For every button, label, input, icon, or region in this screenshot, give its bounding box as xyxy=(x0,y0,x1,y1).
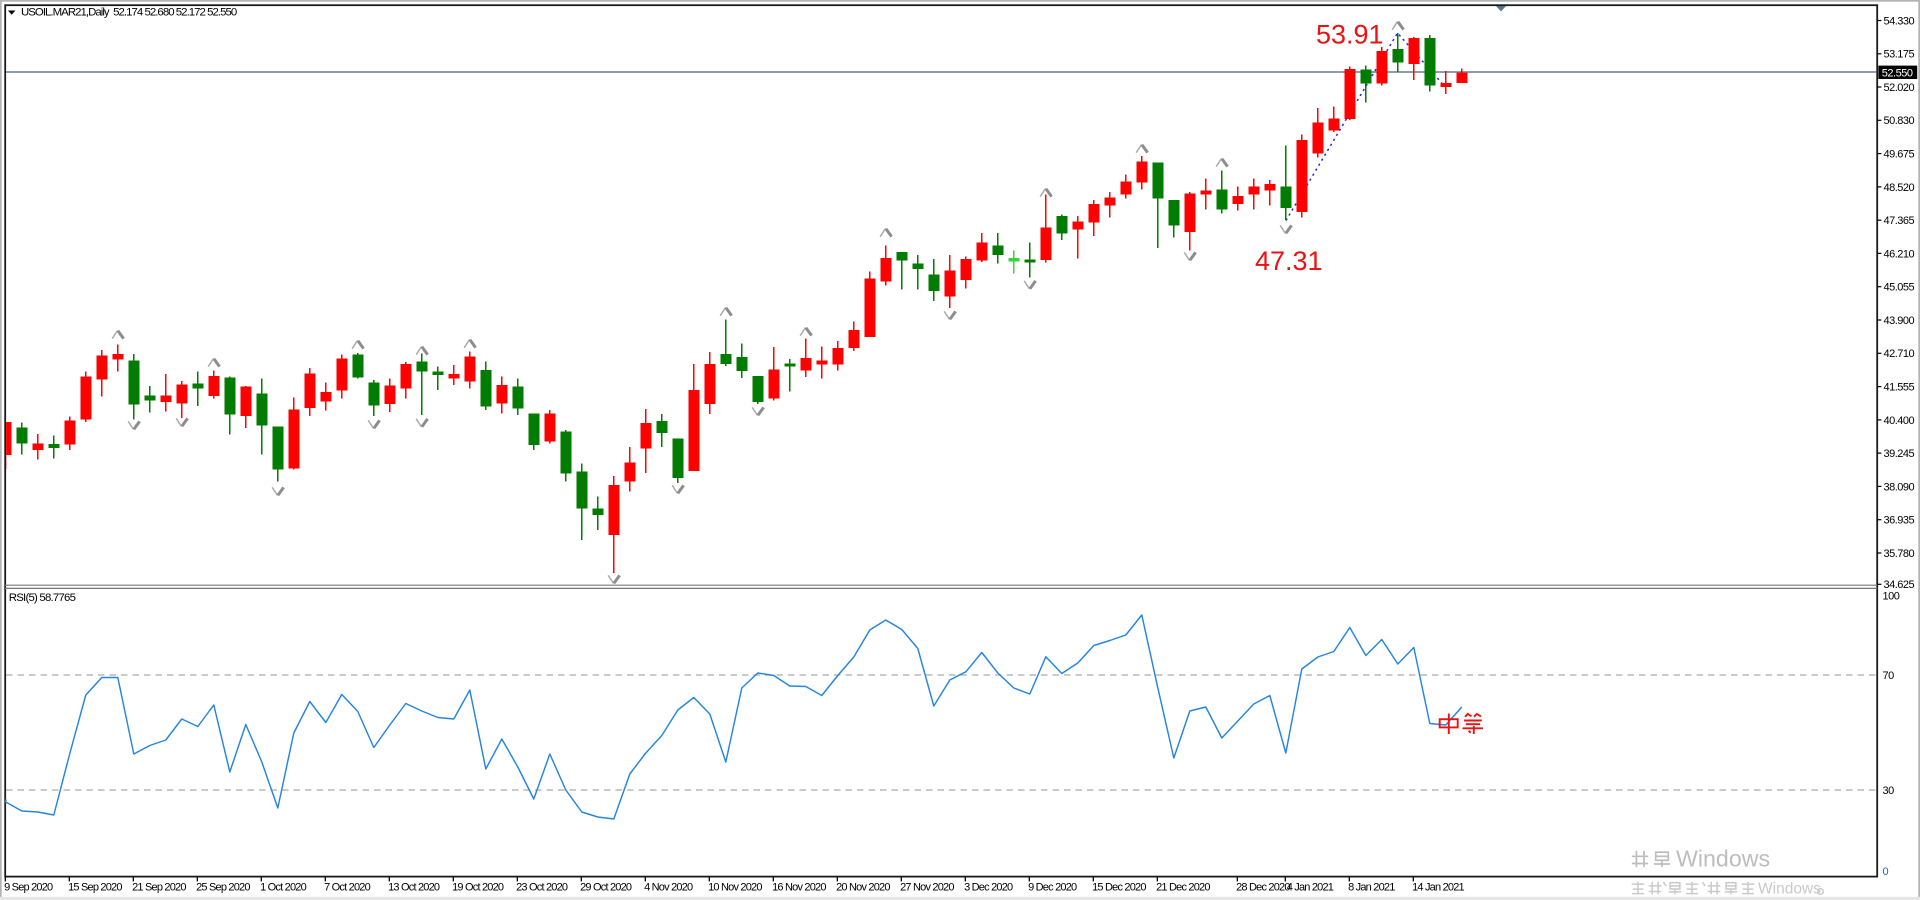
svg-text:35.780: 35.780 xyxy=(1884,548,1915,560)
svg-text:70: 70 xyxy=(1883,670,1895,682)
svg-text:29 Oct 2020: 29 Oct 2020 xyxy=(580,881,632,893)
svg-text:15 Dec 2020: 15 Dec 2020 xyxy=(1092,881,1146,893)
svg-text:100: 100 xyxy=(1883,591,1900,603)
svg-text:8 Jan 2021: 8 Jan 2021 xyxy=(1348,881,1395,893)
svg-text:19 Oct 2020: 19 Oct 2020 xyxy=(452,881,504,893)
svg-text:0: 0 xyxy=(1883,866,1889,878)
svg-text:10 Nov 2020: 10 Nov 2020 xyxy=(708,881,762,893)
svg-text:Windows: Windows xyxy=(1758,881,1821,898)
svg-text:43.900: 43.900 xyxy=(1884,315,1915,327)
svg-text:3 Dec 2020: 3 Dec 2020 xyxy=(964,881,1013,893)
svg-text:45.055: 45.055 xyxy=(1884,282,1915,294)
svg-text:20 Nov 2020: 20 Nov 2020 xyxy=(836,881,890,893)
svg-text:53.175: 53.175 xyxy=(1884,49,1915,61)
svg-text:4 Nov 2020: 4 Nov 2020 xyxy=(644,881,693,893)
svg-text:34.625: 34.625 xyxy=(1884,579,1915,591)
svg-text:13 Oct 2020: 13 Oct 2020 xyxy=(388,881,440,893)
svg-text:39.245: 39.245 xyxy=(1884,448,1915,460)
svg-text:48.520: 48.520 xyxy=(1884,182,1915,194)
svg-text:41.555: 41.555 xyxy=(1884,382,1915,394)
svg-text:54.330: 54.330 xyxy=(1884,15,1915,27)
svg-text:40.400: 40.400 xyxy=(1884,415,1915,427)
svg-text:9 Dec 2020: 9 Dec 2020 xyxy=(1028,881,1077,893)
svg-text:49.675: 49.675 xyxy=(1884,149,1915,161)
svg-text:Windows: Windows xyxy=(1676,846,1770,872)
svg-text:16 Nov 2020: 16 Nov 2020 xyxy=(772,881,826,893)
svg-text:47.31: 47.31 xyxy=(1255,246,1323,276)
svg-text:23 Oct 2020: 23 Oct 2020 xyxy=(516,881,568,893)
svg-text:50.830: 50.830 xyxy=(1884,115,1915,127)
svg-text:27 Nov 2020: 27 Nov 2020 xyxy=(900,881,954,893)
svg-text:14 Jan 2021: 14 Jan 2021 xyxy=(1412,881,1464,893)
svg-text:21 Dec 2020: 21 Dec 2020 xyxy=(1156,881,1210,893)
svg-text:1 Oct 2020: 1 Oct 2020 xyxy=(260,881,306,893)
svg-text:USOIL.MAR21,Daily 52.174 52.6: USOIL.MAR21,Daily 52.174 52.680 52.172 5… xyxy=(21,7,237,19)
svg-text:RSI(5) 58.7765: RSI(5) 58.7765 xyxy=(9,592,76,604)
svg-text:42.710: 42.710 xyxy=(1884,348,1915,360)
svg-text:28 Dec 2020: 28 Dec 2020 xyxy=(1236,881,1290,893)
svg-text:46.210: 46.210 xyxy=(1884,248,1915,260)
svg-text:7 Oct 2020: 7 Oct 2020 xyxy=(324,881,370,893)
svg-text:15 Sep 2020: 15 Sep 2020 xyxy=(68,881,122,893)
svg-text:52.020: 52.020 xyxy=(1884,82,1915,94)
svg-text:4 Jan 2021: 4 Jan 2021 xyxy=(1287,881,1334,893)
svg-text:38.090: 38.090 xyxy=(1884,481,1915,493)
svg-text:25 Sep 2020: 25 Sep 2020 xyxy=(196,881,250,893)
svg-text:21 Sep 2020: 21 Sep 2020 xyxy=(132,881,186,893)
svg-text:30: 30 xyxy=(1883,785,1895,797)
svg-text:36.935: 36.935 xyxy=(1884,515,1915,527)
svg-text:53.91: 53.91 xyxy=(1316,20,1384,50)
svg-text:52.550: 52.550 xyxy=(1882,67,1913,79)
svg-text:47.365: 47.365 xyxy=(1884,215,1915,227)
svg-text:9 Sep 2020: 9 Sep 2020 xyxy=(4,881,53,893)
